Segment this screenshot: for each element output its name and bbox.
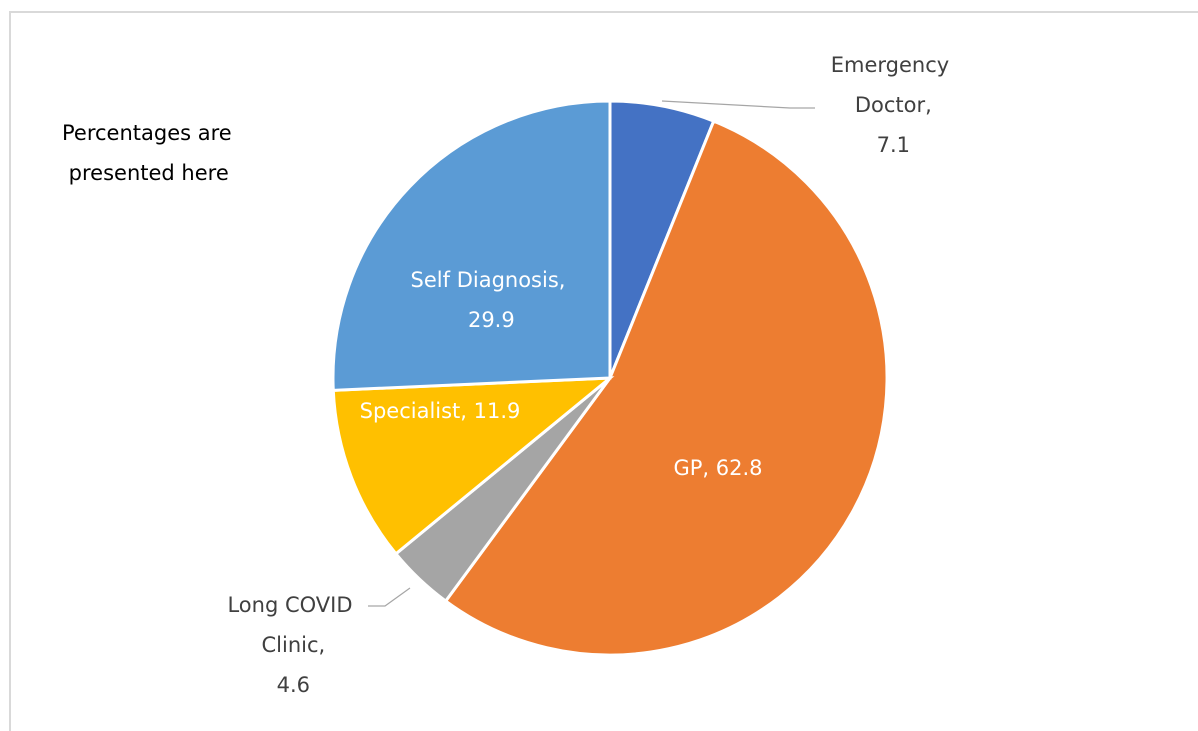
leader-line bbox=[661, 100, 815, 109]
data-label: Emergency Doctor, 7.1 bbox=[831, 53, 949, 157]
pie-slice bbox=[331, 376, 615, 556]
pie-slice bbox=[331, 99, 612, 392]
data-label: GP, 62.8 bbox=[673, 456, 762, 480]
label-line: 7.1 bbox=[870, 133, 910, 157]
label-line: Long COVID bbox=[227, 593, 352, 617]
label-line: Percentages are bbox=[62, 121, 232, 145]
leader-line bbox=[368, 587, 411, 607]
pie-slice bbox=[443, 119, 889, 657]
label-line: Doctor, bbox=[848, 93, 932, 117]
data-label: Specialist, 11.9 bbox=[360, 399, 521, 423]
label-line: presented here bbox=[62, 161, 229, 185]
label-line: Emergency bbox=[831, 53, 949, 77]
label-line: Clinic, bbox=[255, 633, 325, 657]
label-line: Specialist, 11.9 bbox=[360, 399, 521, 423]
annotation: Percentages are presented here bbox=[62, 121, 232, 185]
data-label: Long COVID Clinic, 4.6 bbox=[227, 593, 352, 697]
label-line: 4.6 bbox=[270, 673, 310, 697]
label-line: Self Diagnosis, bbox=[411, 268, 566, 292]
label-line: 29.9 bbox=[461, 308, 514, 332]
label-line: GP, 62.8 bbox=[673, 456, 762, 480]
data-label: Self Diagnosis, 29.9 bbox=[411, 268, 566, 332]
